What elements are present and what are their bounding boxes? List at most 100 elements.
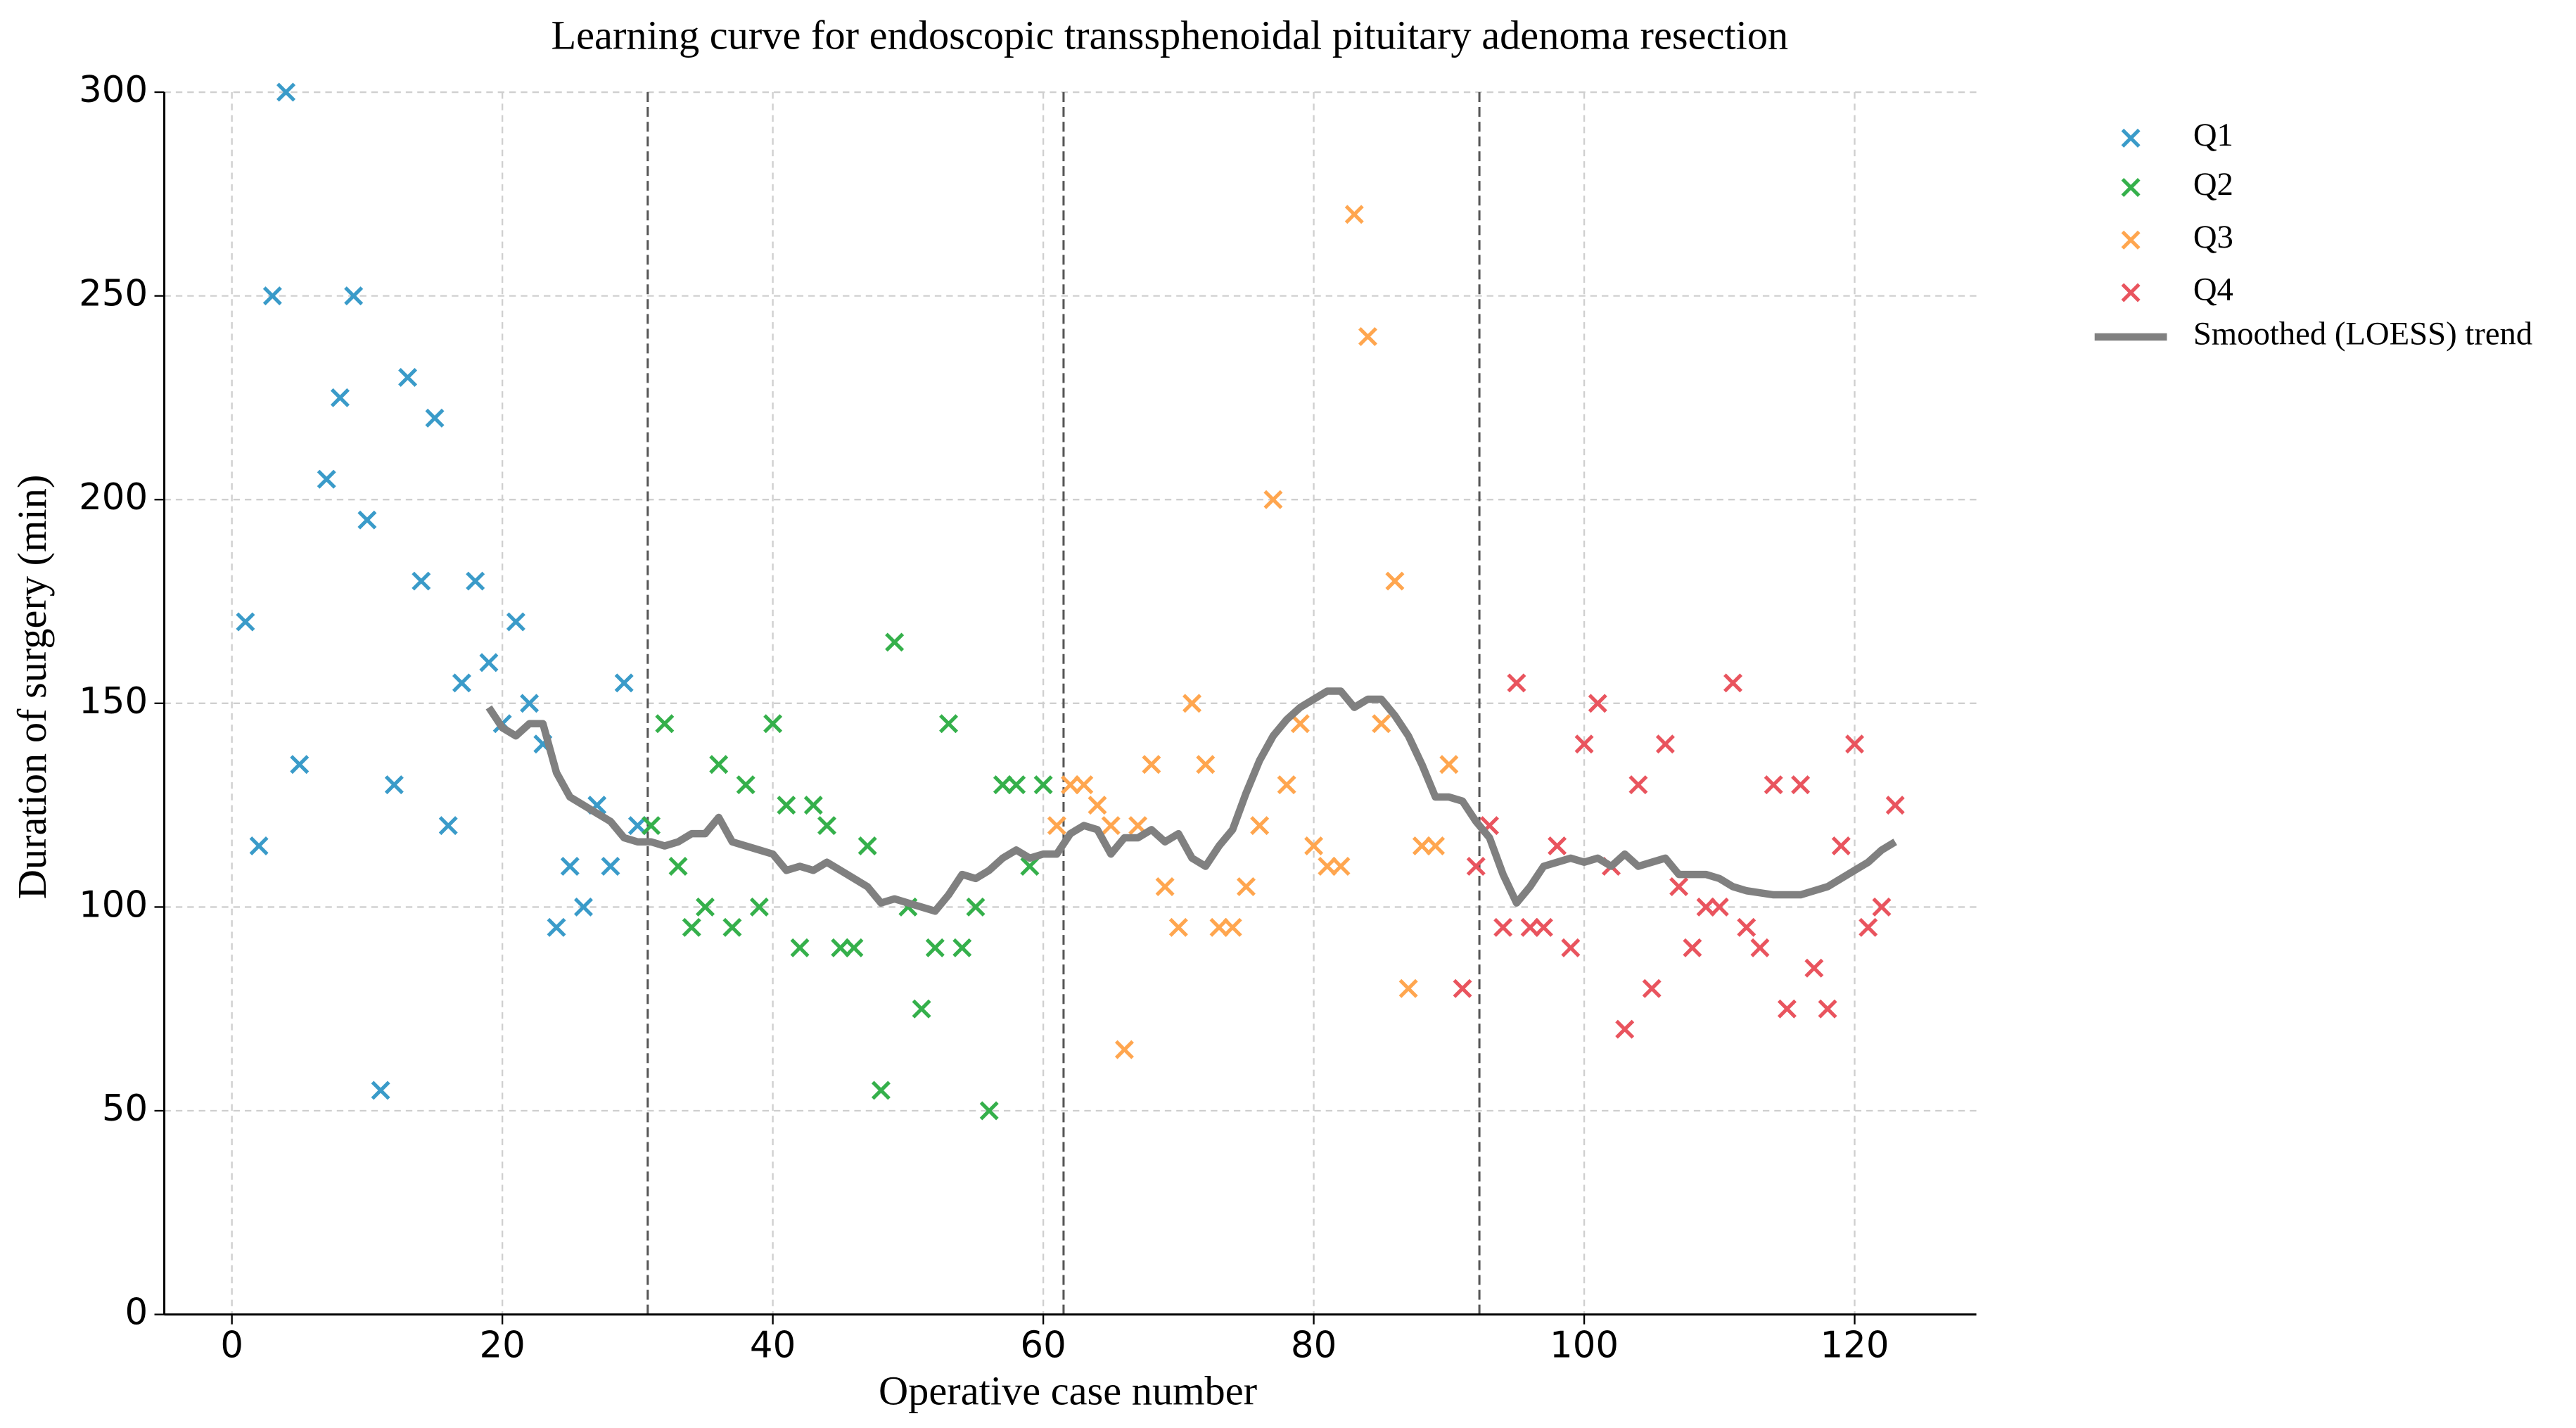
scatter-point	[1574, 734, 1594, 754]
scatter-point	[330, 388, 350, 407]
scatter-point	[939, 714, 959, 734]
x-tick-label: 0	[220, 1324, 243, 1366]
scatter-point	[817, 816, 837, 836]
scatter-point	[993, 775, 1012, 795]
legend-label: Q4	[2193, 272, 2233, 308]
scatter-point	[763, 714, 783, 734]
scatter-point	[1737, 917, 1756, 937]
scatter-point	[1007, 775, 1026, 795]
scatter-point	[466, 571, 485, 591]
scatter-point	[979, 1101, 999, 1121]
scatter-point	[520, 694, 540, 713]
scatter-point	[668, 857, 688, 876]
scatter-point	[1804, 958, 1824, 978]
scatter-point	[1750, 938, 1770, 957]
scatter-point	[1142, 755, 1161, 774]
scatter-point	[438, 816, 458, 836]
x-tick-label: 40	[750, 1324, 796, 1366]
scatter-point	[384, 775, 404, 795]
scatter-point	[1114, 1040, 1134, 1059]
scatter-point	[357, 510, 377, 530]
scatter-point	[1791, 775, 1811, 795]
legend-label: Smoothed (LOESS) trend	[2193, 316, 2532, 352]
scatter-point	[1101, 816, 1121, 836]
x-axis-label: Operative case number	[879, 1368, 1257, 1413]
scatter-point	[1385, 571, 1405, 591]
scatter-point	[1020, 857, 1040, 876]
scatter-point	[736, 775, 755, 795]
scatter-point	[1831, 836, 1851, 856]
scatter-point	[1872, 897, 1892, 917]
y-tick-label: 300	[79, 69, 148, 111]
legend-label: Q1	[2193, 117, 2233, 153]
scatter-point	[276, 82, 296, 102]
scatter-point	[506, 612, 525, 632]
scatter-point	[1628, 775, 1648, 795]
scatter-point	[912, 999, 931, 1019]
scatter-point	[655, 714, 675, 734]
scatter-point	[1858, 917, 1878, 937]
scatter-point	[1885, 796, 1905, 815]
scatter-point	[1534, 917, 1553, 937]
scatter-point	[831, 938, 850, 957]
y-tick-label: 250	[79, 273, 148, 315]
scatter-point	[1155, 876, 1175, 896]
scatter-point	[1709, 897, 1729, 917]
scatter-point	[1304, 836, 1324, 856]
scatter-point	[1669, 876, 1689, 896]
scatter-point	[1344, 205, 1364, 224]
scatter-point	[1642, 978, 1662, 998]
scatter-point	[925, 938, 945, 957]
scatter-point	[966, 897, 986, 917]
scatter-point	[682, 917, 701, 937]
trend-line	[485, 687, 1897, 915]
scatter-point	[1372, 714, 1391, 734]
legend-label: Q2	[2193, 166, 2233, 203]
scatter-point	[1223, 917, 1242, 937]
scatter-point	[722, 917, 742, 937]
scatter-point	[1466, 857, 1486, 876]
scatter-point	[1236, 876, 1256, 896]
scatter-point	[1777, 999, 1797, 1019]
scatter-point	[560, 857, 580, 876]
scatter-point	[1845, 734, 1865, 754]
scatter-point	[1047, 816, 1066, 836]
scatter-point	[290, 755, 310, 774]
scatter-point	[371, 1080, 390, 1100]
scatter-point	[1818, 999, 1837, 1019]
scatter-point	[1548, 836, 1567, 856]
scatter-point	[857, 836, 877, 856]
x-tick-label: 20	[479, 1324, 525, 1366]
scatter-point	[1588, 694, 1607, 713]
scatter-point	[1696, 897, 1716, 917]
scatter-point	[573, 897, 593, 917]
legend-swatch	[2121, 283, 2141, 302]
scatter-point	[317, 469, 336, 489]
scatter-point	[1263, 490, 1283, 509]
scatter-point	[614, 673, 634, 693]
scatter-point	[1061, 775, 1080, 795]
scatter-point	[790, 938, 810, 957]
scatter-point	[249, 836, 269, 856]
scatter-point	[871, 1080, 891, 1100]
scatter-point	[1507, 673, 1526, 693]
scatter-point	[1168, 917, 1188, 937]
scatter-point	[1426, 836, 1446, 856]
x-tick-label: 80	[1291, 1324, 1337, 1366]
scatter-point	[709, 755, 729, 774]
scatter-point	[1331, 857, 1351, 876]
scatter-point	[412, 571, 431, 591]
y-tick-label: 200	[79, 476, 148, 518]
scatter-point	[777, 796, 796, 815]
scatter-point	[1250, 816, 1270, 836]
scatter-point	[885, 632, 905, 652]
y-tick-label: 0	[125, 1292, 148, 1334]
scatter-point	[696, 897, 715, 917]
scatter-point	[547, 917, 566, 937]
scatter-point	[1520, 917, 1540, 937]
scatter-point	[236, 612, 255, 632]
legend-swatch	[2121, 128, 2141, 148]
y-tick-label: 150	[79, 680, 148, 722]
scatter-point	[627, 816, 647, 836]
